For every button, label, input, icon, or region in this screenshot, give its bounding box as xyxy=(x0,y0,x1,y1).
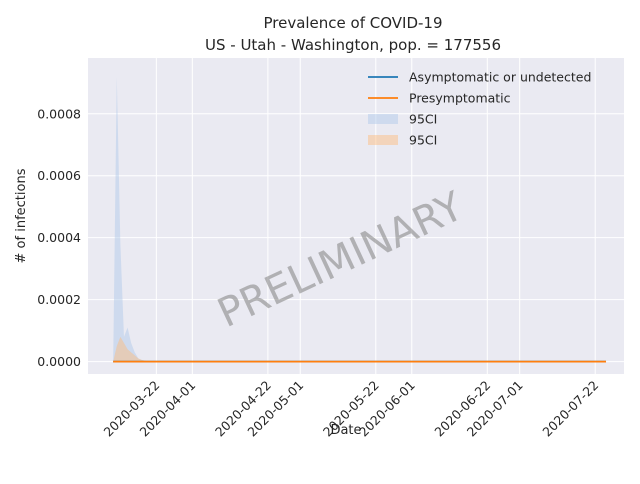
legend-label: 95CI xyxy=(409,133,437,148)
chart-title-line2: US - Utah - Washington, pop. = 177556 xyxy=(205,36,501,54)
y-tick-label: 0.0004 xyxy=(37,230,81,245)
legend-label: Asymptomatic or undetected xyxy=(409,70,591,85)
legend-label: Presymptomatic xyxy=(409,91,511,106)
legend-band-swatch xyxy=(368,114,398,124)
x-axis-label: Date xyxy=(330,423,361,438)
legend: Asymptomatic or undetected Presymptomatic… xyxy=(368,70,591,148)
legend-label: 95CI xyxy=(409,112,437,127)
y-tick-label: 0.0002 xyxy=(37,292,81,307)
y-tick-label: 0.0006 xyxy=(37,168,81,183)
y-tick-labels: 0.0000 0.0002 0.0004 0.0006 0.0008 xyxy=(37,106,81,369)
gridlines xyxy=(88,58,624,374)
legend-band-swatch xyxy=(368,135,398,145)
y-tick-label: 0.0008 xyxy=(37,106,81,121)
plot-area xyxy=(88,58,624,374)
y-axis-label: # of infections xyxy=(14,168,29,263)
y-tick-label: 0.0000 xyxy=(37,354,81,369)
chart-title-line1: Prevalence of COVID-19 xyxy=(263,14,442,32)
